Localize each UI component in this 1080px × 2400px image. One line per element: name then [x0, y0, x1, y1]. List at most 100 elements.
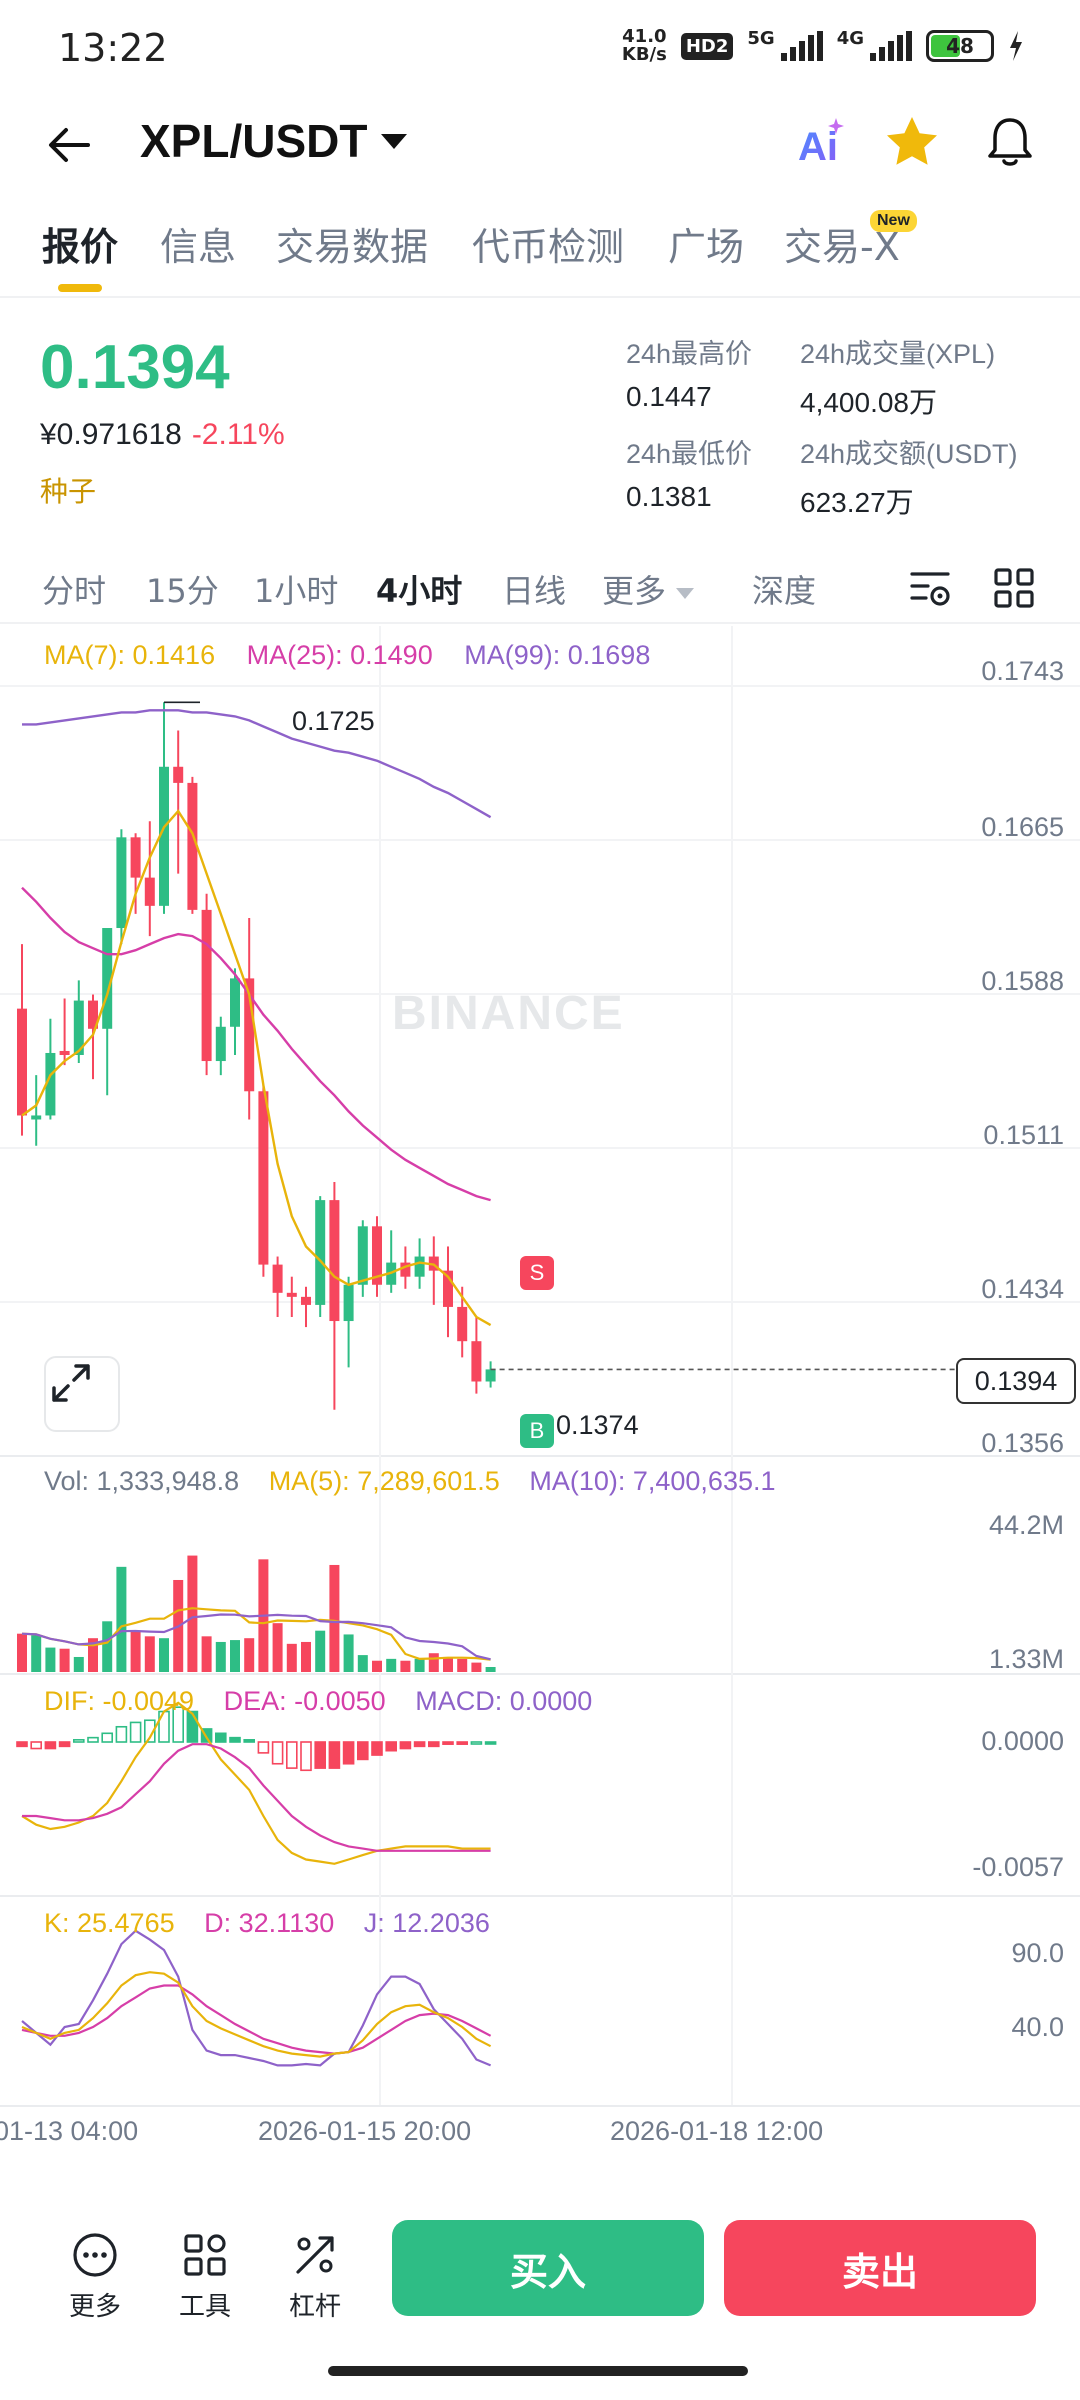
- candle-body: [102, 928, 113, 1029]
- candle-body: [414, 1256, 425, 1277]
- macd-legend: DIF: -0.0049 DEA: -0.0050 MACD: 0.0000: [44, 1686, 592, 1717]
- stat-label: 24h成交量(XPL): [800, 339, 996, 369]
- candle-body: [286, 1292, 297, 1297]
- interval-more[interactable]: 更多: [602, 566, 695, 612]
- volume-bar: [372, 1660, 382, 1672]
- macd-histogram-bar: [30, 1741, 43, 1750]
- more-button[interactable]: 更多: [50, 2230, 140, 2323]
- fullscreen-button[interactable]: [44, 1356, 120, 1432]
- volume-ma5-line: [21, 1607, 491, 1661]
- stat-label: 24h成交额(USDT): [800, 439, 1018, 469]
- battery-icon: 48: [926, 30, 994, 62]
- tab-info[interactable]: 信息: [160, 225, 237, 269]
- interval-time[interactable]: 分时: [42, 572, 107, 610]
- price-change: -2.11%: [191, 418, 285, 451]
- interval-1h[interactable]: 1小时: [254, 572, 339, 610]
- home-indicator[interactable]: [328, 2366, 748, 2376]
- price-axis-label: 0.1665: [981, 812, 1064, 842]
- ma7-line: [21, 809, 492, 1327]
- volume-bar: [244, 1638, 255, 1672]
- sig1-label: 5G: [747, 28, 775, 49]
- tab-square[interactable]: 广场: [668, 225, 745, 269]
- macd-histogram-bar: [186, 1710, 199, 1743]
- candle-body: [159, 766, 169, 906]
- volume-bar: [31, 1635, 42, 1672]
- stat-24h-low: 24h最低价 0.1381: [626, 432, 752, 513]
- candle-body: [45, 1052, 56, 1116]
- layout-grid-icon[interactable]: [992, 566, 1036, 610]
- indicator-settings-icon[interactable]: [908, 566, 952, 610]
- tab-trade-data[interactable]: 交易数据: [276, 225, 429, 269]
- candle-body: [485, 1369, 496, 1382]
- macd-histogram-bar: [243, 1739, 255, 1743]
- candle-body: [88, 1000, 98, 1029]
- low-mark-label: 0.1374: [556, 1410, 639, 1440]
- volume-bar: [130, 1630, 141, 1672]
- leverage-button[interactable]: 杠杆: [270, 2230, 360, 2323]
- candle-body: [372, 1226, 382, 1285]
- macd-value-legend: MACD: 0.0000: [415, 1686, 593, 1716]
- kdj-axis-label: 40.0: [1011, 2012, 1064, 2042]
- charging-icon: [1010, 31, 1022, 61]
- macd-histogram-bar: [314, 1741, 327, 1769]
- candle-body: [144, 877, 155, 906]
- chart-canvas: [0, 626, 1080, 2107]
- vol-legend: Vol: 1,333,948.8: [44, 1466, 240, 1496]
- date-label: 2026-01-18 12:00: [610, 2116, 824, 2146]
- interval-day[interactable]: 日线: [502, 572, 567, 610]
- sell-button[interactable]: 卖出: [724, 2220, 1036, 2316]
- candle-body: [357, 1226, 368, 1285]
- kdj-j-line: [21, 1929, 492, 2067]
- interval-4h[interactable]: 4小时: [376, 572, 463, 610]
- macd-histogram-bar: [456, 1741, 469, 1745]
- pair-selector[interactable]: XPL/USDT: [140, 114, 408, 168]
- d-legend: D: 32.1130: [204, 1908, 335, 1938]
- macd-histogram-bar: [271, 1741, 284, 1765]
- candle-body: [59, 1050, 70, 1055]
- volume-bar: [73, 1656, 84, 1672]
- ma99-line: [22, 709, 492, 819]
- tab-token-check[interactable]: 代币检测: [472, 225, 625, 269]
- volume-axis-label: 44.2M: [988, 1510, 1064, 1540]
- interval-depth[interactable]: 深度: [752, 572, 817, 610]
- candle-body: [457, 1306, 468, 1342]
- tools-button[interactable]: 工具: [160, 2230, 250, 2323]
- price-axis-label: 0.1356: [981, 1428, 1064, 1458]
- macd-histogram-bar: [115, 1725, 128, 1743]
- stat-24h-high: 24h最高价 0.1447: [626, 332, 752, 413]
- back-arrow-icon[interactable]: [44, 120, 94, 170]
- price-axis-label: 0.1743: [981, 656, 1064, 686]
- buy-button[interactable]: 买入: [392, 2220, 704, 2316]
- net-speed-unit: KB/s: [621, 44, 667, 65]
- volume-bar: [301, 1641, 311, 1672]
- stat-value: 4,400.08万: [800, 387, 937, 418]
- tab-trade-x[interactable]: 交易-X: [784, 225, 900, 269]
- volume-bar: [187, 1555, 198, 1672]
- sell-marker[interactable]: S: [520, 1256, 554, 1290]
- ai-label: Ai: [798, 125, 838, 169]
- volume-bar: [286, 1643, 297, 1672]
- kline-chart[interactable]: BINANCE MA(7): 0.1416 MA(25): 0.1490 MA(…: [0, 626, 1080, 2166]
- candle-body: [329, 1200, 340, 1322]
- seed-tag[interactable]: 种子: [40, 475, 97, 508]
- volume-bar: [329, 1564, 340, 1672]
- macd-histogram-bar: [470, 1741, 483, 1745]
- macd-histogram-bar: [285, 1741, 298, 1769]
- last-price: 0.1394: [40, 333, 230, 402]
- ai-icon[interactable]: Ai: [796, 114, 852, 170]
- ticker-summary: 0.1394 ¥0.971618 -2.11% 种子 24h最高价 0.1447 …: [0, 320, 1080, 530]
- cny-price-value: ¥0.971618: [40, 418, 182, 451]
- dea-legend: DEA: -0.0050: [223, 1686, 386, 1716]
- candle-body: [443, 1270, 453, 1307]
- tab-quote[interactable]: 报价: [42, 225, 119, 269]
- vol-ma5-legend: MA(5): 7,289,601.5: [268, 1466, 500, 1496]
- volume-bar: [59, 1648, 70, 1672]
- favorite-star-icon[interactable]: [882, 112, 942, 172]
- bottom-action-bar: 更多 工具 杠杆 买入 卖出: [0, 2200, 1080, 2400]
- buy-marker[interactable]: B: [520, 1414, 554, 1448]
- macd-histogram-bar: [87, 1736, 99, 1743]
- bell-icon[interactable]: [980, 112, 1040, 172]
- stat-label: 24h最低价: [626, 439, 753, 469]
- dif-legend: DIF: -0.0049: [44, 1686, 195, 1716]
- interval-15m[interactable]: 15分: [146, 572, 219, 610]
